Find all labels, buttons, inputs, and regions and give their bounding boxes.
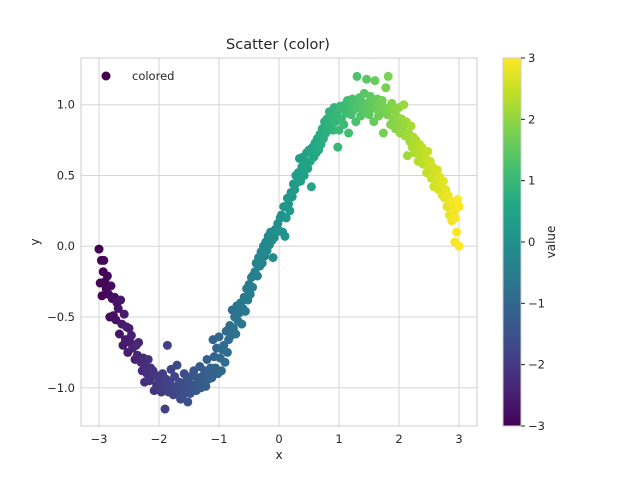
- scatter-point: [126, 330, 136, 340]
- scatter-point: [222, 347, 232, 357]
- x-tick-label: 0: [275, 432, 282, 446]
- scatter-point: [284, 199, 294, 209]
- scatter-point: [285, 206, 295, 216]
- scatter-point: [124, 323, 134, 333]
- scatter-point: [290, 185, 300, 195]
- colorbar-tick-label: −3: [528, 419, 545, 433]
- colorbar-tick-label: 0: [528, 235, 535, 249]
- scatter-point: [179, 369, 189, 379]
- scatter-point: [299, 170, 309, 180]
- scatter-point: [387, 98, 397, 108]
- colorbar-tick-label: −1: [528, 296, 545, 310]
- scatter-point: [257, 258, 267, 268]
- x-axis-label: x: [275, 448, 282, 462]
- scatter-points: [94, 71, 464, 414]
- scatter-point: [114, 329, 124, 339]
- scatter-point: [240, 306, 250, 316]
- scatter-point: [245, 289, 255, 299]
- scatter-point: [303, 163, 313, 173]
- colorbar-label: value: [544, 226, 558, 259]
- scatter-point: [183, 397, 193, 407]
- scatter-point: [99, 255, 109, 265]
- scatter-point: [454, 202, 464, 212]
- scatter-point: [306, 182, 316, 192]
- scatter-point: [160, 404, 170, 414]
- scatter-point: [201, 381, 211, 391]
- x-tick-label: −1: [211, 432, 228, 446]
- x-tick-label: 3: [455, 432, 462, 446]
- scatter-point: [339, 120, 349, 130]
- scatter-point: [383, 71, 393, 81]
- y-tick-label: −1.0: [47, 381, 75, 395]
- scatter-point: [237, 319, 247, 329]
- scatter-point: [216, 366, 226, 376]
- x-tick-label: 1: [335, 432, 342, 446]
- scatter-point: [402, 151, 412, 161]
- colorbar-tick-label: −2: [528, 358, 545, 372]
- scatter-point: [377, 95, 387, 105]
- legend-entry-colored: colored: [132, 69, 174, 83]
- scatter-point: [352, 71, 362, 81]
- scatter-point: [381, 83, 391, 93]
- colorbar-tick-label: 1: [528, 174, 535, 188]
- scatter-point: [116, 295, 126, 305]
- chart-title: Scatter (color): [226, 37, 330, 53]
- x-tick-label: 2: [395, 432, 402, 446]
- x-tick-label: −2: [151, 432, 168, 446]
- legend: colored: [101, 69, 174, 83]
- scatter-point: [333, 142, 343, 152]
- scatter-point: [281, 213, 291, 223]
- scatter-point: [450, 213, 460, 223]
- colorbar-tick-label: 3: [528, 51, 535, 65]
- scatter-point: [268, 253, 278, 263]
- legend-marker: [101, 71, 111, 81]
- x-tick-label: −3: [91, 432, 108, 446]
- scatter-point: [378, 128, 388, 138]
- scatter-point: [143, 354, 153, 364]
- scatter-point: [172, 360, 182, 370]
- x-tick-labels: −3 −2 −1 0 1 2 3: [91, 432, 463, 446]
- scatter-point: [423, 146, 433, 156]
- scatter-point: [102, 271, 112, 281]
- colorbar-tick-label: 2: [528, 112, 535, 126]
- y-axis-label: y: [28, 238, 42, 245]
- plot-frame: [80, 57, 478, 427]
- colorbar: −3 −2 −1 0 1 2 3 value: [502, 51, 558, 433]
- y-tick-label: −0.5: [47, 310, 75, 324]
- scatter-point: [202, 354, 212, 364]
- scatter-point: [252, 271, 262, 281]
- colorbar-tick-labels: −3 −2 −1 0 1 2 3: [521, 51, 545, 433]
- scatter-point: [106, 281, 116, 291]
- scatter-point: [399, 100, 409, 110]
- scatter-point: [454, 241, 464, 251]
- scatter-point: [231, 329, 241, 339]
- y-tick-label: 1.0: [57, 98, 75, 112]
- scatter-point: [94, 244, 104, 254]
- scatter-point: [220, 357, 230, 367]
- scatter-point: [370, 76, 380, 86]
- scatter-point: [113, 304, 123, 314]
- y-tick-labels: −1.0 −0.5 0.0 0.5 1.0: [47, 98, 75, 395]
- scatter-point: [214, 332, 224, 342]
- scatter-point: [280, 231, 290, 241]
- scatter-point: [406, 121, 416, 131]
- scatter-point: [438, 176, 448, 186]
- y-tick-label: 0.0: [57, 239, 75, 253]
- scatter-point: [364, 110, 374, 120]
- scatter-point: [453, 195, 463, 205]
- scatter-point: [119, 309, 129, 319]
- scatter-point: [248, 282, 258, 292]
- scatter-point: [162, 340, 172, 350]
- scatter-point: [362, 74, 372, 84]
- scatter-point: [287, 192, 297, 202]
- scatter-point: [432, 165, 442, 175]
- scatter-point: [134, 337, 144, 347]
- scatter-point: [452, 227, 462, 237]
- y-tick-label: 0.5: [57, 168, 75, 182]
- scatter-point: [344, 128, 354, 138]
- colorbar-gradient: [503, 58, 521, 426]
